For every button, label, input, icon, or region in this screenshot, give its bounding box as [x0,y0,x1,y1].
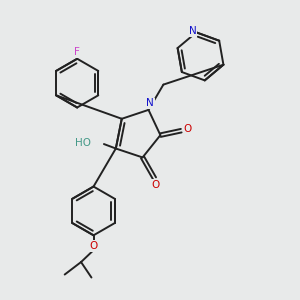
Text: HO: HO [75,138,91,148]
Text: F: F [74,47,80,57]
Text: N: N [189,26,196,36]
Text: O: O [152,180,160,190]
Text: O: O [89,241,98,251]
Text: N: N [146,98,154,108]
Text: O: O [184,124,192,134]
